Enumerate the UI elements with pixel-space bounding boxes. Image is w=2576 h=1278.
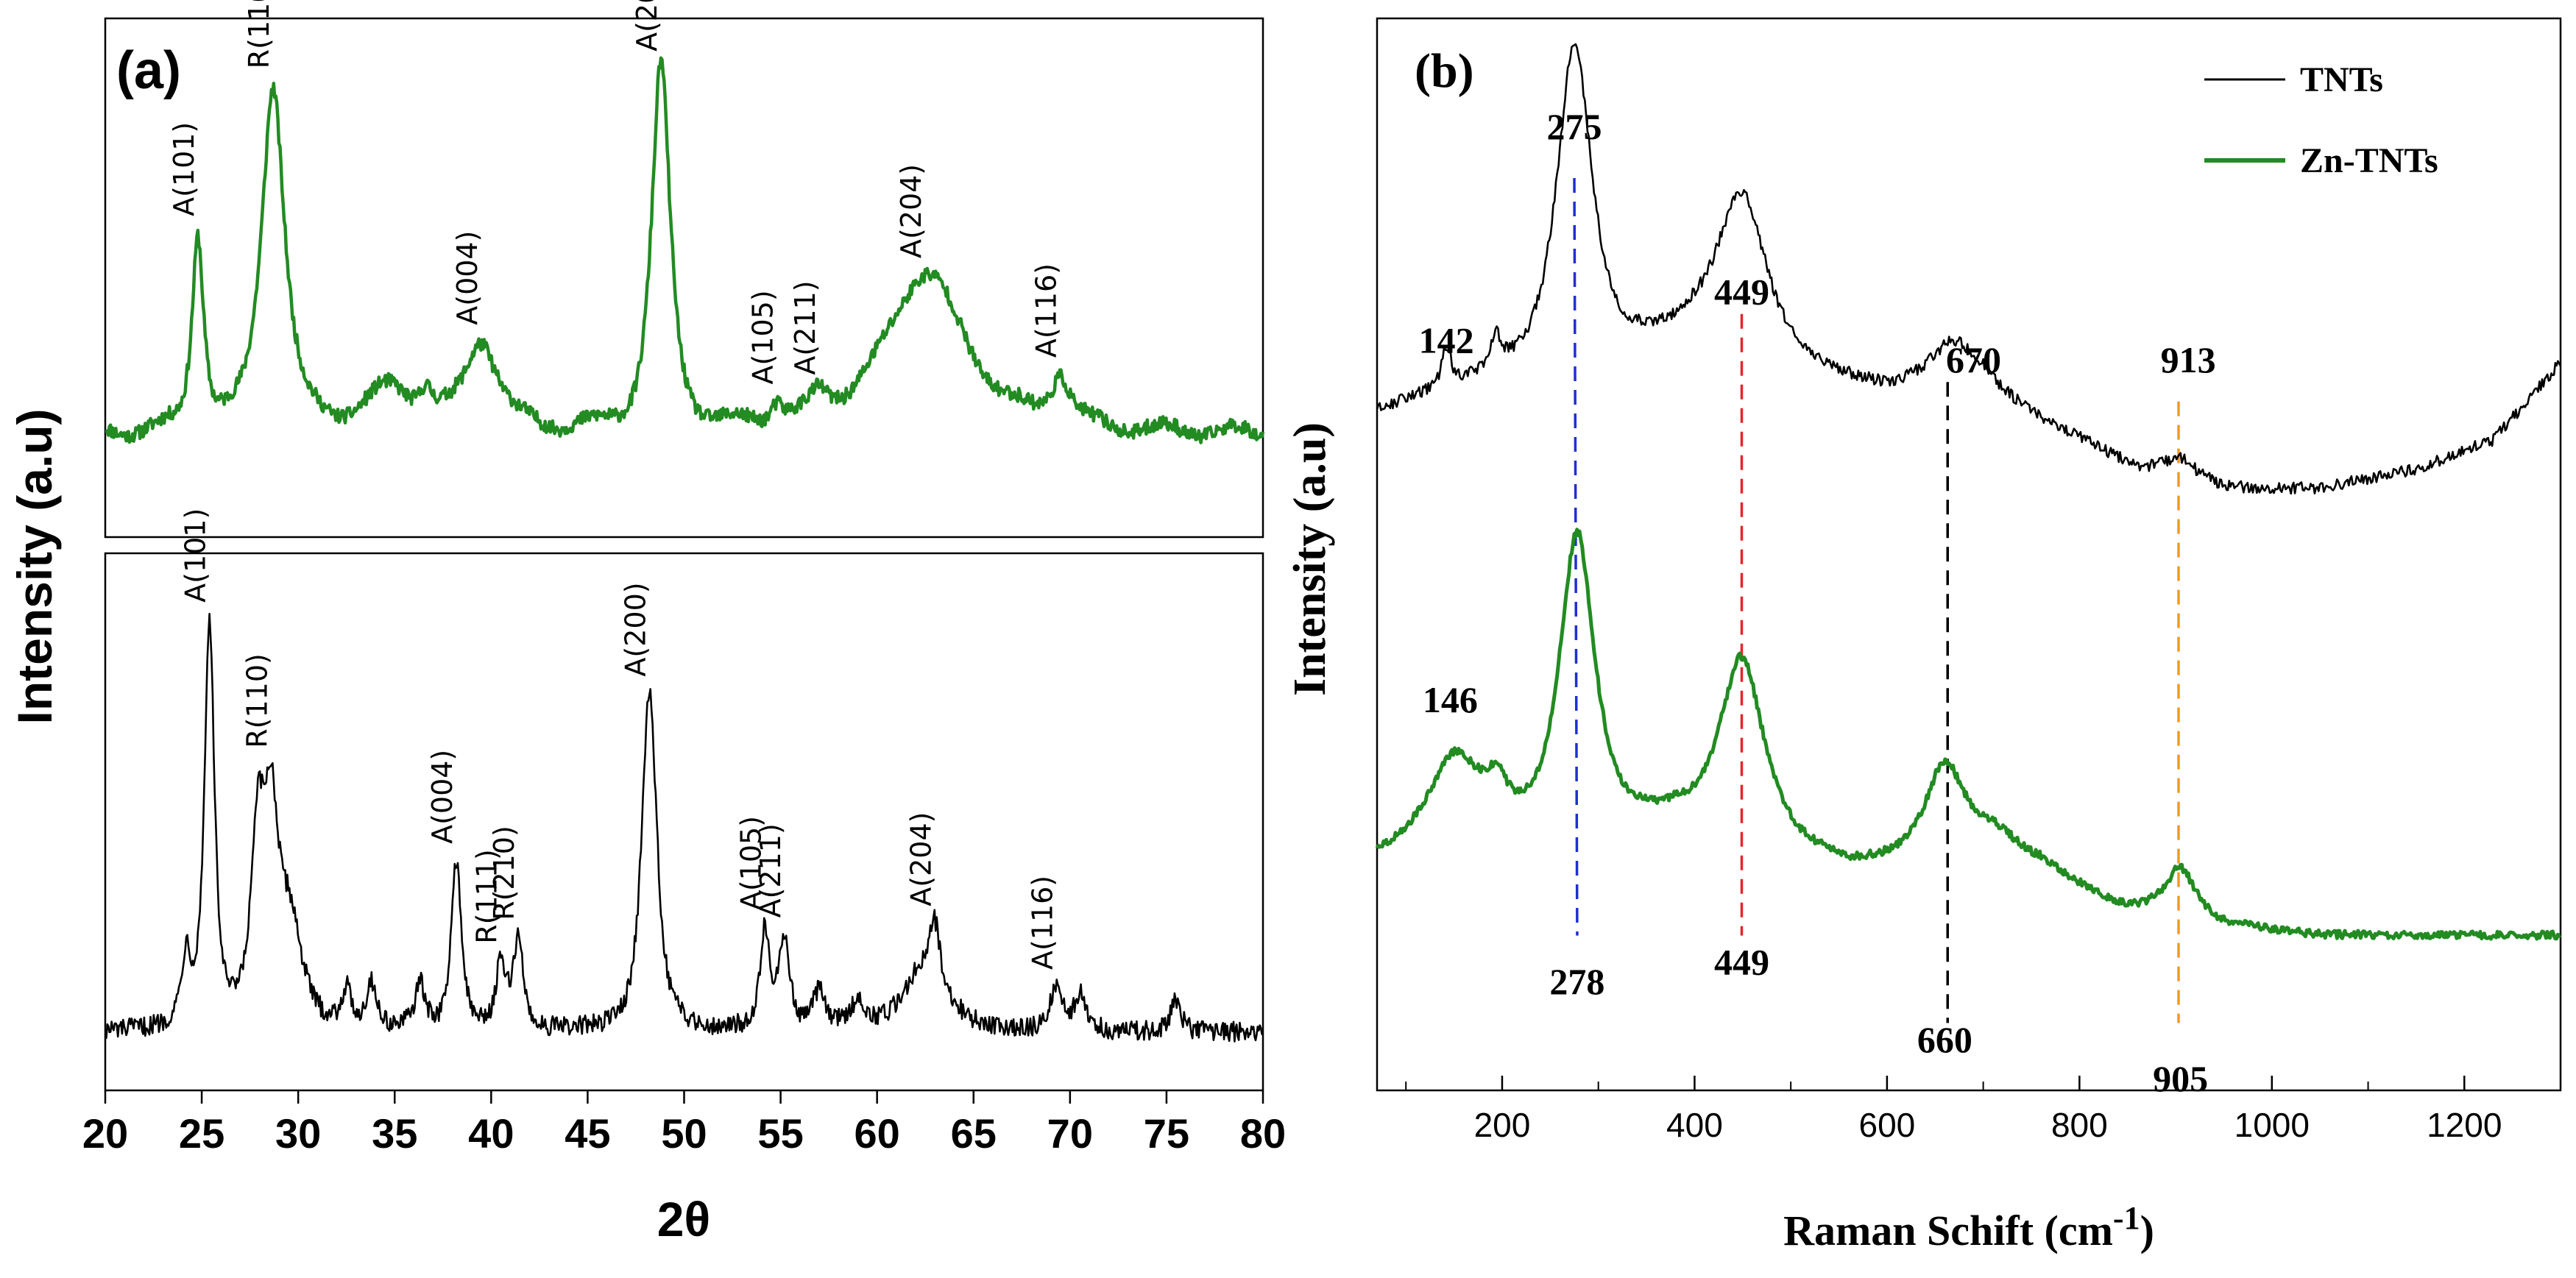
panel-b-peak-label: 660 bbox=[1917, 1019, 1972, 1060]
panel-a-top-peak-labels: A(101) R(110) A(004) A(200) A(105) A(211) A(20… bbox=[168, 0, 1063, 384]
panel-a-peak-label: A(105) bbox=[735, 816, 768, 910]
panel-b-x-tick-label: 600 bbox=[1859, 1106, 1916, 1144]
panel-a-x-axis-label: 2θ bbox=[657, 1192, 710, 1246]
panel-a-peak-label: A(101) bbox=[180, 508, 212, 603]
panel-b-x-tick-label: 1200 bbox=[2427, 1106, 2502, 1144]
panel-a-x-tick-label: 75 bbox=[1144, 1110, 1189, 1157]
panel-b-peak-label: 905 bbox=[2153, 1058, 2208, 1099]
panel-a-top-frame bbox=[104, 17, 1264, 539]
panel-a-x-tick-label: 65 bbox=[951, 1110, 997, 1157]
panel-a-peak-label: A(200) bbox=[619, 582, 651, 676]
panel-b-x-axis: 200 400 600 800 1000 1200 bbox=[1405, 1076, 2502, 1144]
panel-b-raman: (b) 275 449 142 670 913 146 278 449 660 905 TNTs … bbox=[1285, 17, 2562, 1254]
panel-b-series-tnts-line bbox=[1376, 43, 2562, 495]
panel-a-x-tick-label: 35 bbox=[372, 1110, 417, 1157]
panel-b-x-tick-label: 1000 bbox=[2234, 1106, 2310, 1144]
panel-a-x-tick-label: 80 bbox=[1240, 1110, 1286, 1157]
panel-a-peak-label: A(101) bbox=[168, 122, 200, 216]
panel-a-x-tick-label: 40 bbox=[468, 1110, 514, 1157]
panel-a-peak-label: R(110) bbox=[243, 0, 275, 68]
panel-a-x-tick-label: 45 bbox=[565, 1110, 610, 1157]
panel-a-peak-label: A(105) bbox=[746, 290, 779, 384]
panel-b-y-axis-label: Intensity (a.u) bbox=[1285, 422, 1335, 696]
panel-b-peak-label: 275 bbox=[1547, 106, 1602, 147]
panel-a-peak-label: A(211) bbox=[789, 280, 821, 374]
panel-b-peak-label: 449 bbox=[1714, 941, 1769, 982]
panel-a-label: (a) bbox=[116, 41, 181, 100]
panel-b-x-tick-label: 400 bbox=[1666, 1106, 1723, 1144]
panel-a-x-tick-label: 30 bbox=[275, 1110, 321, 1157]
legend-label-tnts: TNTs bbox=[2300, 60, 2383, 99]
panel-b-series-zn-tnts-line bbox=[1375, 528, 2561, 941]
panel-b-x-tick-label: 200 bbox=[1474, 1106, 1531, 1144]
panel-a-bottom-peak-labels: A(101) R(110) A(004) R(111)R(210) A(200) A(10… bbox=[180, 508, 1059, 970]
panel-a-x-tick-label: 55 bbox=[757, 1110, 803, 1157]
panel-a-peak-label: A(004) bbox=[451, 231, 484, 325]
panel-b-x-tick-label: 800 bbox=[2051, 1106, 2108, 1144]
panel-a-peak-label: A(116) bbox=[1030, 263, 1063, 358]
panel-b-peak-label: 278 bbox=[1549, 961, 1604, 1002]
panel-a-x-tick-label: 25 bbox=[179, 1110, 224, 1157]
panel-b-frame bbox=[1376, 17, 2562, 1092]
panel-b-peak-label: 670 bbox=[1946, 339, 2001, 380]
panel-a-peak-label: A(004) bbox=[426, 750, 459, 844]
panel-b-peak-label: 449 bbox=[1714, 271, 1769, 313]
panel-a-y-axis-label: Intensity (a.u) bbox=[7, 408, 62, 724]
panel-a-top-series-line bbox=[105, 56, 1265, 444]
panel-a-bottom-series-line bbox=[104, 613, 1264, 1043]
panel-b-peak-label: 913 bbox=[2161, 339, 2216, 380]
panel-b-guide-line bbox=[1573, 177, 1579, 936]
panel-b-label: (b) bbox=[1415, 44, 1474, 98]
panel-a-x-tick-label: 20 bbox=[82, 1110, 128, 1157]
panel-a-peak-label: R(111) bbox=[470, 849, 503, 944]
panel-a-peak-label: A(116) bbox=[1026, 876, 1058, 970]
panel-b-x-axis-label: Raman Schift (cm-1) bbox=[1783, 1200, 2154, 1254]
panel-b-peak-label: 146 bbox=[1423, 679, 1478, 720]
panel-a-peak-label: A(204) bbox=[905, 812, 937, 906]
panel-a-peak-label: R(110) bbox=[241, 653, 273, 748]
panel-b-peak-label: 142 bbox=[1419, 320, 1474, 361]
panel-a-peak-label: A(211) bbox=[754, 823, 787, 917]
panel-a-x-tick-label: 70 bbox=[1047, 1110, 1093, 1157]
panel-a-x-axis: 20 25 30 35 40 45 50 55 60 65 70 75 80 bbox=[82, 1090, 1286, 1157]
panel-b-guide-lines bbox=[1573, 177, 2180, 1023]
panel-a-peak-label: R(210) bbox=[488, 826, 520, 920]
panel-a-peak-label: A(200) bbox=[631, 0, 663, 52]
panel-b-peak-labels: 275 449 142 670 913 146 278 449 660 905 bbox=[1419, 106, 2216, 1099]
panel-b-legend: TNTs Zn-TNTs bbox=[2204, 60, 2438, 180]
panel-a-x-tick-label: 60 bbox=[854, 1110, 900, 1157]
panel-a-xrd: (a) A(101)R(110)A(004)A(200)A(105) A(211)… bbox=[7, 0, 1286, 1246]
panel-a-peak-label: A(204) bbox=[895, 164, 927, 258]
panel-a-x-tick-label: 50 bbox=[661, 1110, 707, 1157]
legend-label-zn-tnts: Zn-TNTs bbox=[2300, 141, 2438, 180]
